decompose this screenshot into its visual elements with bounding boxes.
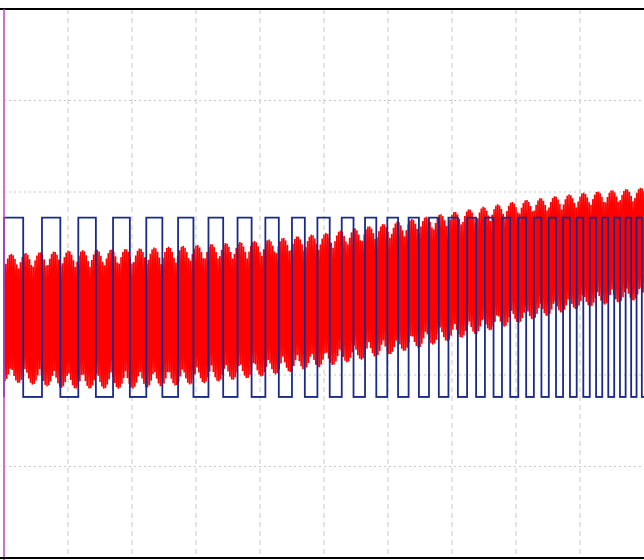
series-layer xyxy=(3,187,644,398)
red-oscillation-line xyxy=(3,187,644,389)
blue-square-wave-line xyxy=(3,216,644,398)
